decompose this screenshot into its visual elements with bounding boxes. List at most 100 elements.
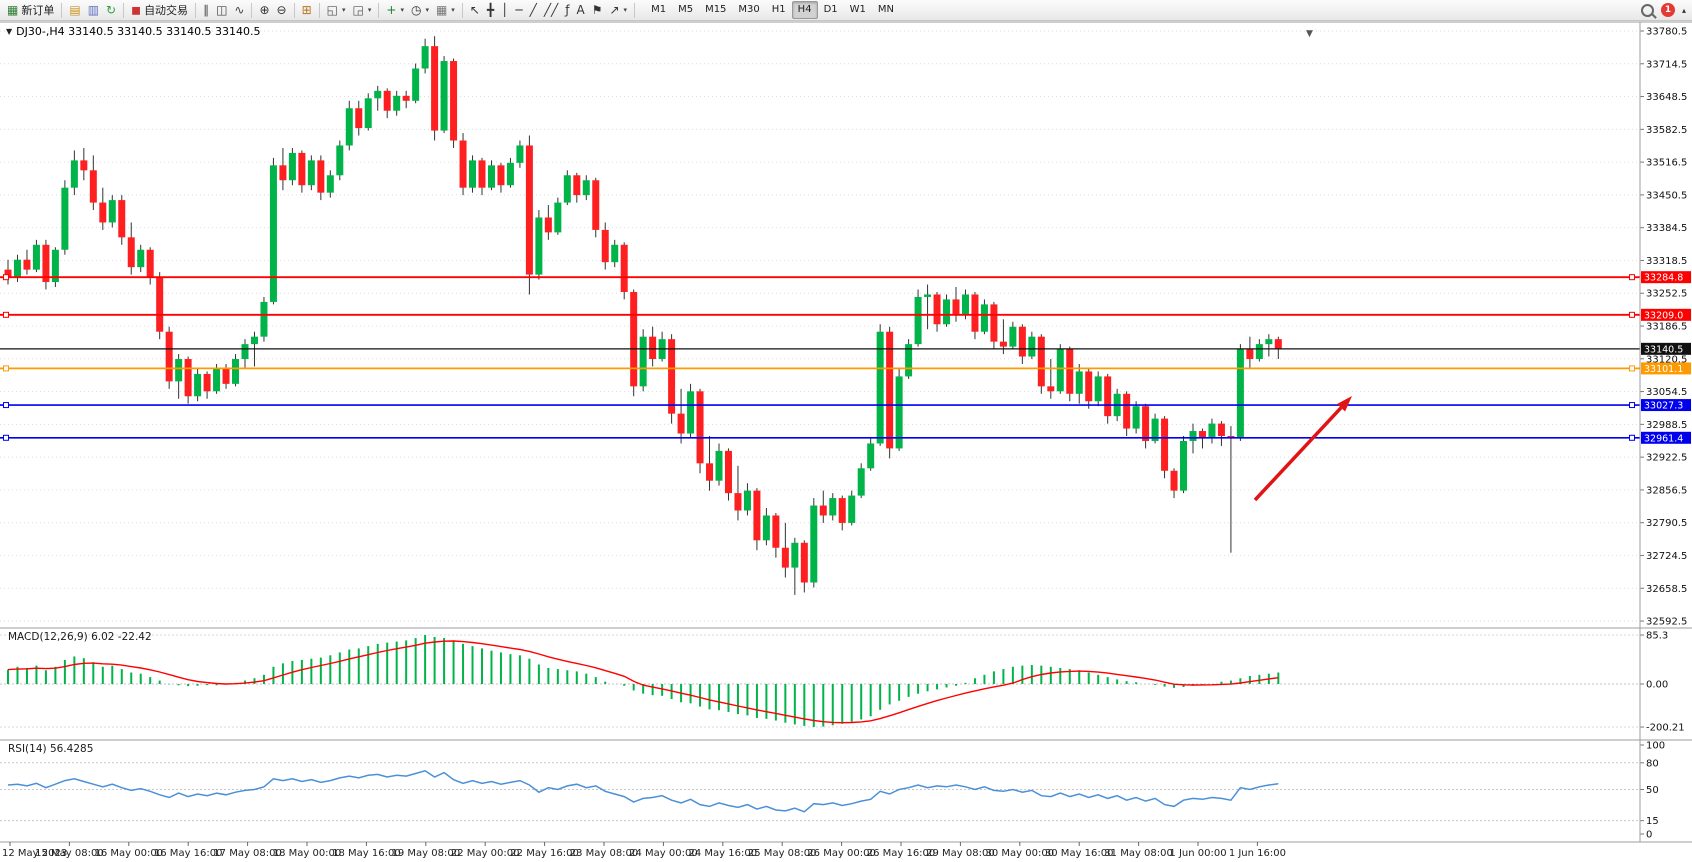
candle-down xyxy=(165,331,173,382)
time-axis-label: 31 May 08:00 xyxy=(1104,848,1173,859)
new-chart-button[interactable]: ◱ ▾ xyxy=(324,2,349,19)
rsi-axis-label: 50 xyxy=(1646,785,1659,796)
new-chart-button-caret[interactable]: ▾ xyxy=(342,6,346,14)
tile-windows-button[interactable]: ⊞ xyxy=(299,2,315,19)
horizontal-line-button[interactable]: ─ xyxy=(512,2,525,19)
data-window-button-icon: ▥ xyxy=(87,2,100,17)
candles: ▼ xyxy=(4,29,1313,595)
shapes-button-caret[interactable]: ▾ xyxy=(623,6,628,14)
candle-up xyxy=(876,331,884,444)
line-chart-button[interactable]: ∿ xyxy=(231,2,247,19)
timeframe-m5[interactable]: M5 xyxy=(678,4,694,15)
candle-up xyxy=(393,95,401,111)
indicators-button-caret[interactable]: ▾ xyxy=(400,6,404,14)
time-axis-label: 17 May 08:00 xyxy=(213,848,282,859)
market-watch-button[interactable]: ▤ xyxy=(66,2,83,19)
horizontal-levels[interactable] xyxy=(0,274,1640,441)
data-window-button[interactable]: ▥ xyxy=(85,2,102,19)
time-axis-label: 16 May 16:00 xyxy=(154,848,223,859)
text-button[interactable]: A xyxy=(574,2,588,19)
new-order-button[interactable]: ▦ 新订单 xyxy=(4,2,57,19)
annotations[interactable] xyxy=(1253,396,1352,502)
vertical-line-button[interactable]: │ xyxy=(498,2,511,19)
candle-up xyxy=(288,152,296,181)
indicators-button[interactable]: + ▾ xyxy=(383,2,407,19)
support-line-orange-handle[interactable] xyxy=(3,365,9,372)
resistance-line-2-handle[interactable] xyxy=(1629,311,1635,318)
trend-arrow-head[interactable] xyxy=(1337,396,1352,412)
zoom-out-button[interactable]: ⊖ xyxy=(274,2,290,19)
vertical-line-button-icon: │ xyxy=(501,2,509,17)
fibonacci-button[interactable]: ƒ xyxy=(562,2,572,19)
chart-shift-marker[interactable]: ▼ xyxy=(1306,29,1313,39)
toolbar-divider xyxy=(293,2,295,18)
new-order-button-icon: ▦ xyxy=(7,2,19,17)
price-axis-label: 33450.5 xyxy=(1646,190,1687,201)
crosshair-button[interactable]: ╋ xyxy=(484,2,497,19)
price-axis-label: 33120.5 xyxy=(1646,354,1687,365)
channel-button[interactable]: ╱╱ xyxy=(541,2,561,19)
candle-up xyxy=(563,175,571,203)
zoom-in-button[interactable]: ⊕ xyxy=(256,2,272,19)
navigator-button[interactable]: ↻ xyxy=(103,2,119,19)
price-axis-label: 32790.5 xyxy=(1646,518,1687,529)
rsi-line xyxy=(7,769,1279,813)
candle-up xyxy=(961,294,969,315)
autotrading-button[interactable]: ◼ 自动交易 xyxy=(128,2,191,19)
periods-button-caret[interactable]: ▾ xyxy=(425,6,429,14)
price-axis-label: 33186.5 xyxy=(1646,322,1687,333)
support-line-orange-handle[interactable] xyxy=(1629,365,1635,372)
candle-down xyxy=(952,299,960,315)
label-button[interactable]: ⚑ xyxy=(589,2,606,19)
timeframe-m15[interactable]: M15 xyxy=(705,4,727,15)
timeframe-h1[interactable]: H1 xyxy=(771,4,786,15)
periods-button[interactable]: ◷ ▾ xyxy=(408,2,432,19)
symbol-dropdown-icon[interactable]: ▼ xyxy=(6,27,13,36)
candle-down xyxy=(1037,336,1045,387)
candle-up xyxy=(1208,423,1216,439)
candle-up xyxy=(829,498,837,516)
search-icon[interactable] xyxy=(1640,3,1654,17)
bar-chart-button[interactable]: ∥ xyxy=(200,2,212,19)
profiles-button[interactable]: ◲ ▾ xyxy=(350,2,375,19)
toolbar-divider xyxy=(634,2,636,18)
trend-arrow-shaft[interactable] xyxy=(1253,406,1343,502)
candle-up xyxy=(326,175,334,193)
cursor-button[interactable]: ↖ xyxy=(467,2,483,19)
timeframe-m30[interactable]: M30 xyxy=(738,4,760,15)
shapes-button[interactable]: ↗ ▾ xyxy=(606,2,630,19)
templates-button[interactable]: ▦ ▾ xyxy=(433,2,458,19)
notification-badge[interactable]: 1 xyxy=(1660,3,1675,17)
price-axis-label: 33252.5 xyxy=(1646,289,1687,300)
zoom-out-button-icon: ⊖ xyxy=(276,2,287,17)
periods-button-icon: ◷ xyxy=(410,2,422,17)
candle-up xyxy=(535,217,543,275)
profiles-button-caret[interactable]: ▾ xyxy=(367,6,372,14)
support-line-blue-2-handle[interactable] xyxy=(1629,434,1635,441)
candle-up xyxy=(1151,418,1159,441)
toolbar-overflow-icon[interactable]: ▴ xyxy=(1681,5,1686,15)
candle-down xyxy=(620,244,628,292)
resistance-line-2-handle[interactable] xyxy=(3,311,9,318)
trendline-button[interactable]: ╱ xyxy=(527,2,540,19)
macd-indicator-label: MACD(12,26,9) 6.02 -22.42 xyxy=(8,631,152,643)
candle-up xyxy=(421,46,429,69)
candle-down xyxy=(772,515,780,548)
timeframe-mn[interactable]: MN xyxy=(877,4,894,15)
support-line-blue-1-handle[interactable] xyxy=(1629,402,1635,409)
templates-button-caret[interactable]: ▾ xyxy=(451,6,455,14)
support-line-blue-2-handle[interactable] xyxy=(3,434,9,441)
timeframe-w1[interactable]: W1 xyxy=(849,4,866,15)
timeframe-d1[interactable]: D1 xyxy=(823,4,838,15)
timeframe-h4[interactable]: H4 xyxy=(791,1,818,19)
resistance-line-1-handle[interactable] xyxy=(1629,274,1635,281)
resistance-line-1-handle[interactable] xyxy=(3,274,9,281)
candlestick-chart-button[interactable]: ◫ xyxy=(213,2,230,19)
candle-down xyxy=(800,542,808,583)
candle-down xyxy=(677,413,685,434)
support-line-blue-1-handle[interactable] xyxy=(3,402,9,409)
timeframe-m1[interactable]: M1 xyxy=(651,4,667,15)
support-line-blue-1-tag xyxy=(1641,399,1691,412)
